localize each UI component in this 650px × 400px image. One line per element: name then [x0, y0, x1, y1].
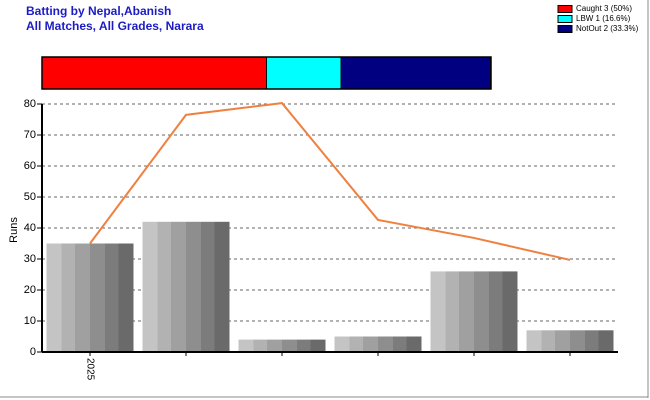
legend-label: LBW 1 (16.6%) [576, 14, 631, 23]
bar [142, 221, 230, 352]
y-tick-label: 0 [30, 346, 36, 358]
proportion-segment [41, 56, 267, 90]
y-tick-label: 40 [24, 222, 36, 234]
bar [46, 243, 134, 352]
proportion-frame [41, 56, 492, 90]
proportion-segment [266, 56, 342, 90]
legend-swatch [557, 15, 573, 23]
legend-swatch [557, 5, 573, 13]
legend-label: Caught 3 (50%) [576, 4, 632, 13]
bar [334, 336, 422, 352]
bar [430, 271, 518, 352]
y-tick-label: 80 [24, 98, 36, 110]
y-axis-label: Runs [8, 217, 20, 243]
y-tick-label: 60 [24, 160, 36, 172]
x-tick-label: 2025 [84, 358, 95, 381]
chart-title: Batting by Nepal,Abanish [26, 4, 171, 18]
legend-label: NotOut 2 (33.3%) [576, 24, 639, 33]
bar [238, 339, 326, 352]
y-tick-label: 70 [24, 129, 36, 141]
y-tick-label: 30 [24, 253, 36, 265]
legend-swatch [557, 25, 573, 33]
line [89, 102, 571, 261]
chart-subtitle: All Matches, All Grades, Narara [26, 19, 204, 33]
y-tick-label: 50 [24, 191, 36, 203]
y-tick-label: 20 [24, 284, 36, 296]
proportion-segment [340, 56, 492, 90]
bar [526, 330, 614, 352]
y-tick-label: 10 [24, 315, 36, 327]
